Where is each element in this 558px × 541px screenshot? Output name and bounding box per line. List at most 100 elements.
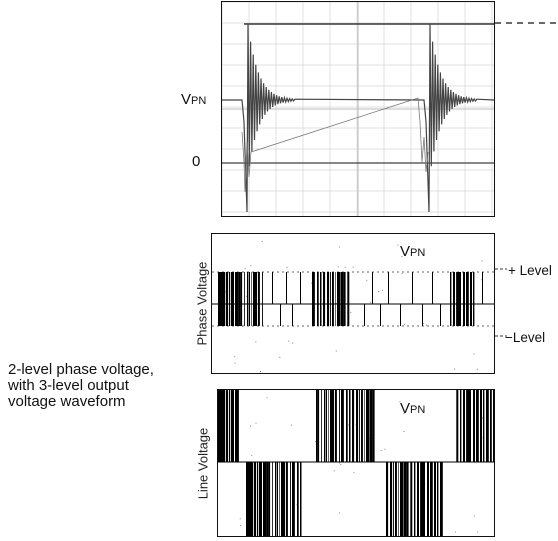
noise-dot — [404, 323, 405, 325]
noise-dot — [261, 241, 263, 242]
line-pulse — [252, 462, 254, 536]
noise-dot — [403, 431, 405, 432]
minus-level-label: −Level — [505, 330, 546, 345]
noise-dot — [352, 266, 354, 268]
noise-dot — [255, 422, 257, 424]
line-pulse — [316, 390, 318, 462]
line-pulse — [487, 390, 489, 462]
noise-dot — [350, 311, 352, 313]
line-pulse — [267, 462, 269, 536]
line-pulse — [290, 462, 291, 536]
noise-dot — [384, 448, 386, 450]
noise-dot — [260, 371, 261, 372]
phase-pulse — [380, 304, 381, 326]
noise-dot — [366, 279, 368, 281]
phase-pulse — [312, 272, 314, 326]
line-pulse — [427, 462, 429, 536]
zero-label: 0 — [192, 153, 201, 170]
line-pulse — [424, 462, 425, 536]
noise-dot — [370, 301, 371, 303]
noise-dot — [473, 515, 475, 517]
noise-dot — [225, 291, 227, 293]
phase-dots — [225, 241, 483, 372]
line-pulse — [236, 390, 237, 462]
phase-pulse — [258, 272, 260, 326]
noise-dot — [240, 525, 241, 527]
noise-dot — [481, 260, 483, 262]
line-pulse — [460, 390, 462, 462]
noise-dot — [286, 266, 288, 268]
phase-pulse — [251, 272, 252, 326]
vpn-label-phase: VPN — [400, 243, 426, 260]
noise-dot — [344, 266, 346, 268]
phase-pulse — [272, 272, 273, 304]
line-pulse — [440, 462, 442, 536]
line-pulse — [297, 462, 299, 536]
line-pulse — [480, 390, 482, 462]
phase-pulse — [432, 272, 433, 304]
noise-dot — [311, 282, 313, 284]
line-pulse — [470, 390, 471, 462]
line-pulse — [231, 390, 233, 462]
line-pulse — [259, 462, 261, 536]
noise-dot — [234, 362, 236, 364]
noise-dot — [401, 256, 403, 257]
phase-pulse — [466, 272, 467, 326]
phase-pulse — [333, 272, 334, 326]
line-pulse — [260, 462, 262, 536]
phase-pulse — [224, 272, 226, 326]
phase-pulse — [231, 272, 233, 326]
phase-pulse — [364, 304, 365, 326]
phase-pulse — [412, 272, 413, 304]
line-pulse — [265, 462, 267, 536]
line-pulse — [431, 462, 433, 536]
phase-pulse — [335, 272, 336, 326]
line-pulse — [477, 390, 479, 462]
noise-dot — [246, 295, 248, 297]
line-pulse — [486, 390, 488, 462]
phase-pulse — [459, 272, 461, 326]
noise-dot — [380, 450, 382, 451]
noise-dot — [481, 279, 483, 281]
noise-dot — [288, 340, 290, 342]
line-pulse — [293, 462, 295, 536]
phase-pulse — [372, 272, 373, 304]
line-pulse — [283, 462, 286, 536]
noise-dot — [333, 470, 335, 472]
phase-pulse — [348, 272, 350, 326]
phase-voltage-svg — [212, 241, 494, 372]
noise-dot — [339, 512, 341, 514]
noise-dot — [353, 471, 355, 473]
phase-pulse — [254, 272, 256, 326]
plus-level-leader — [495, 268, 507, 270]
phase-pulse — [463, 272, 465, 326]
phase-pulse — [241, 272, 243, 326]
noise-dot — [239, 518, 241, 520]
phase-pulse — [467, 272, 469, 326]
line-pulse — [330, 390, 332, 462]
line-pulse — [221, 390, 223, 462]
line-pulse — [264, 462, 265, 536]
noise-dot — [339, 462, 340, 464]
phase-pulse — [344, 272, 346, 326]
line-pulse — [321, 390, 322, 462]
line-pulse — [335, 390, 337, 462]
line-pulse — [219, 390, 222, 462]
minus-level-leader — [495, 335, 507, 337]
phase-pulse — [226, 272, 229, 326]
line-pulse — [402, 462, 404, 536]
line-pulse — [373, 390, 375, 462]
line-pulse — [353, 390, 354, 462]
line-pulse — [398, 462, 399, 536]
line-pulse — [269, 462, 271, 536]
line-pulse — [364, 390, 365, 462]
line-pulse — [341, 390, 343, 462]
noise-dot — [378, 291, 380, 293]
phase-pulse — [337, 272, 340, 326]
noise-dot — [454, 368, 456, 370]
noise-dot — [249, 425, 251, 427]
line-pulse — [356, 390, 359, 462]
line-pulse — [349, 390, 351, 462]
noise-dot — [382, 289, 383, 291]
phase-pulse — [458, 272, 460, 326]
